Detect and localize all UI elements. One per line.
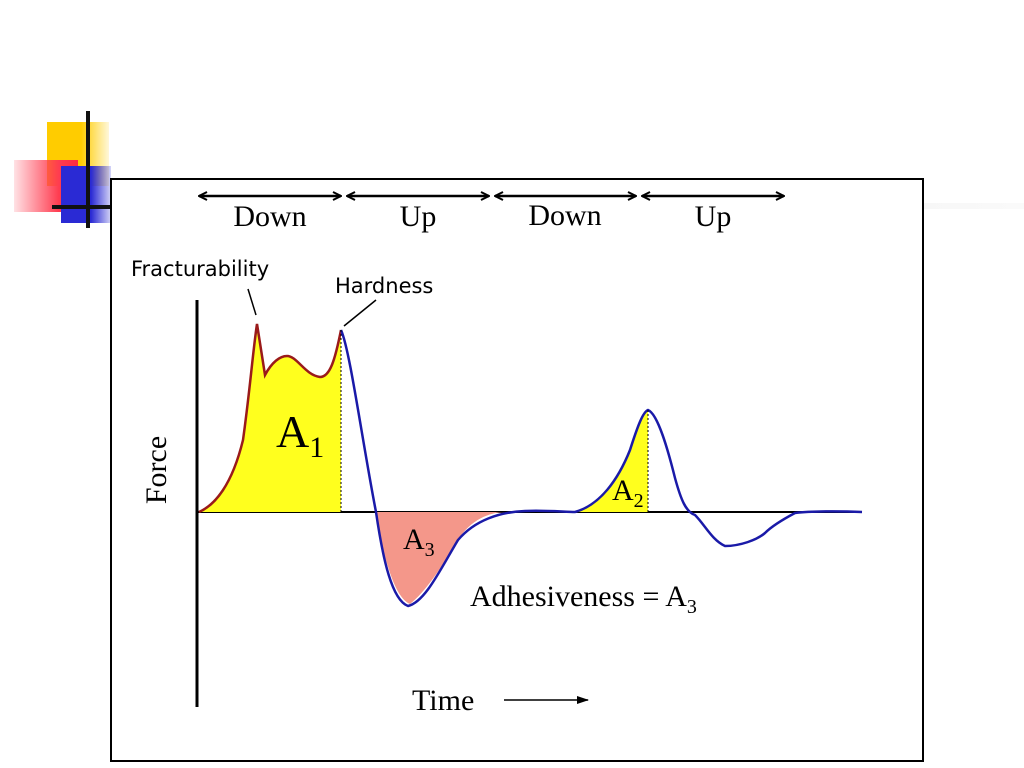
area-a1-fill bbox=[199, 324, 341, 512]
fracturability-pointer bbox=[247, 288, 257, 316]
phase-label-up-1: Up bbox=[400, 200, 437, 233]
diagram-frame bbox=[110, 178, 924, 762]
area-a3-main: A bbox=[403, 523, 425, 556]
area-a3-fill bbox=[376, 512, 505, 604]
second-bite-curve bbox=[339, 329, 863, 608]
area-a2-fill bbox=[575, 410, 648, 512]
area-a3-subscript: 3 bbox=[425, 539, 435, 561]
x-axis-label: Time bbox=[412, 684, 474, 717]
area-a2-main: A bbox=[612, 474, 634, 507]
area-a2-label: A2 bbox=[612, 474, 644, 512]
phase-label-down-2: Down bbox=[528, 199, 601, 232]
phase-label-up-2: Up bbox=[695, 200, 732, 233]
area-a1-main: A bbox=[276, 406, 309, 457]
vertical-line-decoration bbox=[86, 111, 90, 228]
hardness-label: Hardness bbox=[335, 274, 433, 298]
area-a1-subscript: 1 bbox=[309, 431, 324, 464]
area-a1-label: A1 bbox=[276, 406, 324, 464]
adhesiveness-prefix: Adhesiveness = A bbox=[470, 580, 687, 613]
y-axis-label: Force bbox=[140, 436, 173, 504]
first-bite-curve bbox=[198, 323, 343, 514]
area-a2-subscript: 2 bbox=[634, 490, 644, 512]
hardness-pointer bbox=[343, 299, 377, 327]
fracturability-label: Fracturability bbox=[131, 257, 269, 281]
phase-label-down-1: Down bbox=[233, 200, 306, 233]
adhesiveness-subscript: 3 bbox=[687, 596, 697, 618]
horizontal-line-decoration bbox=[52, 205, 112, 209]
area-a3-label: A3 bbox=[403, 523, 435, 561]
adhesiveness-formula: Adhesiveness = A3 bbox=[470, 580, 697, 618]
